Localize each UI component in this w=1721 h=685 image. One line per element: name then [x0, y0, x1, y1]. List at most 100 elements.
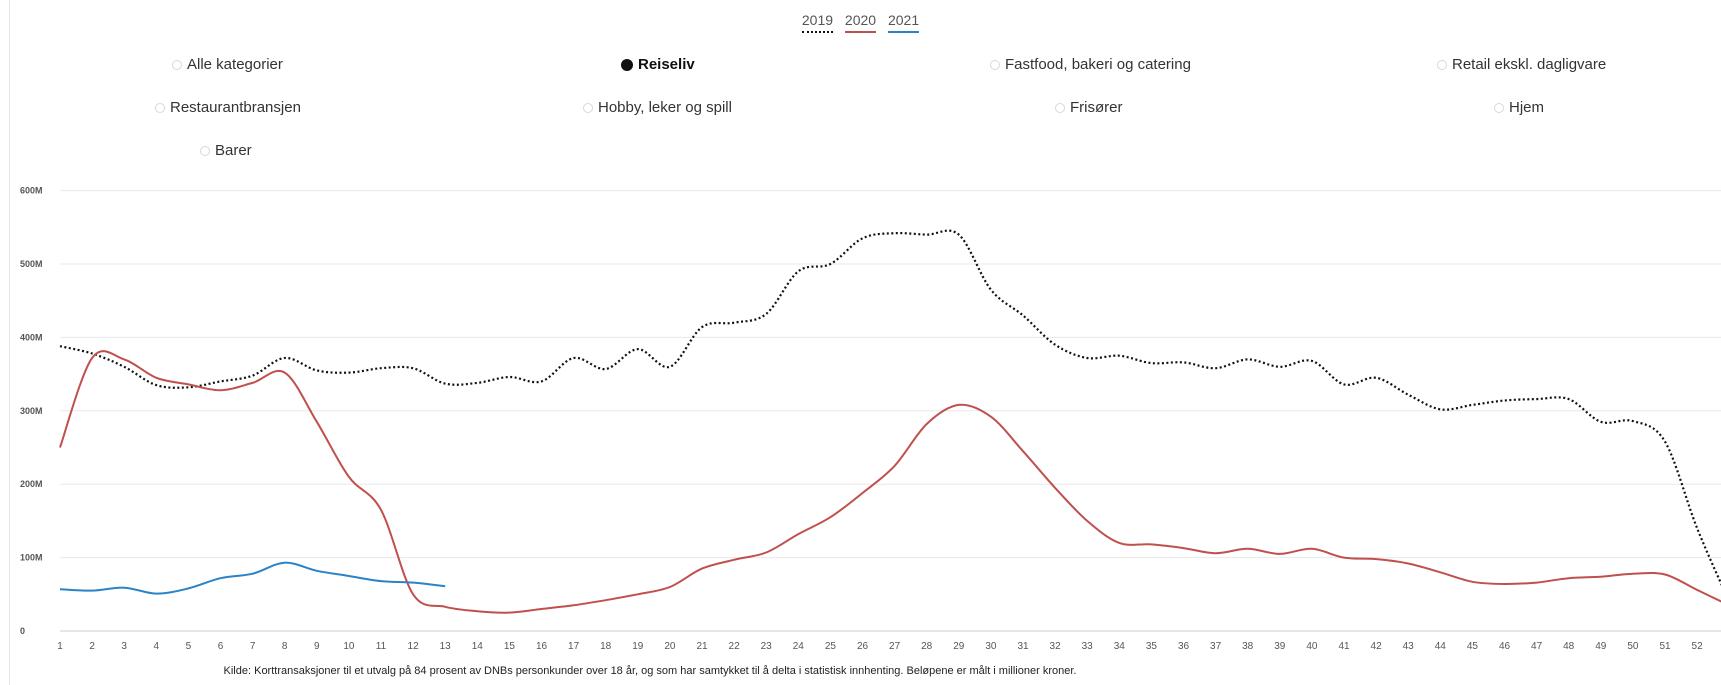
category-label: Barer [215, 142, 252, 159]
category-label: Hjem [1509, 99, 1545, 116]
x-tick-label: 1 [57, 641, 63, 652]
x-tick-label: 49 [1595, 641, 1607, 652]
category-label: Restaurantbransjen [170, 99, 301, 116]
grid-lines [60, 190, 1721, 632]
x-tick-label: 19 [632, 641, 644, 652]
x-tick-label: 15 [504, 641, 516, 652]
x-tick-label: 13 [440, 641, 452, 652]
x-axis: 1 2 3 4 5 6 7 8 9 10 11 12 13 14 15 16 17 18 19 20 21 22 23 24 2… [57, 641, 1704, 652]
category-label: Alle kategorier [187, 56, 283, 73]
x-tick-label: 46 [1499, 641, 1511, 652]
x-tick-label: 12 [408, 641, 420, 652]
x-tick-label: 25 [825, 641, 837, 652]
x-tick-label: 20 [664, 641, 676, 652]
x-tick-label: 41 [1338, 641, 1350, 652]
x-tick-label: 18 [600, 641, 612, 652]
x-tick-label: 52 [1692, 641, 1704, 652]
x-tick-label: 48 [1563, 641, 1575, 652]
series-line-2020 [59, 350, 1721, 614]
category-barer[interactable]: Barer [200, 142, 252, 159]
x-tick-label: 2 [89, 641, 95, 652]
x-tick-label: 36 [1178, 641, 1190, 652]
radio-icon [583, 102, 593, 113]
x-tick-label: 35 [1146, 641, 1158, 652]
category-fastfood[interactable]: Fastfood, bakeri og catering [990, 56, 1191, 73]
x-tick-label: 29 [953, 641, 965, 652]
category-alle-kategorier[interactable]: Alle kategorier [172, 56, 283, 73]
x-tick-label: 3 [121, 641, 127, 652]
category-label: Retail ekskl. dagligvare [1452, 56, 1607, 73]
x-tick-label: 47 [1531, 641, 1543, 652]
x-tick-label: 43 [1403, 641, 1415, 652]
x-tick-label: 21 [696, 641, 708, 652]
x-tick-label: 23 [761, 641, 773, 652]
x-tick-label: 26 [857, 641, 869, 652]
radio-icon [1437, 59, 1447, 70]
category-label: Hobby, leker og spill [598, 99, 732, 116]
radio-icon [172, 59, 182, 70]
y-tick-label: 300M [20, 406, 43, 416]
x-tick-label: 9 [314, 641, 320, 652]
x-tick-label: 17 [568, 641, 580, 652]
x-tick-label: 8 [282, 641, 288, 652]
y-tick-label: 0 [20, 626, 25, 636]
x-tick-label: 50 [1627, 641, 1639, 652]
x-tick-label: 22 [729, 641, 741, 652]
x-tick-label: 11 [376, 641, 387, 652]
legend-2020[interactable]: 2020 [844, 12, 877, 33]
x-tick-label: 34 [1114, 641, 1126, 652]
x-tick-label: 42 [1371, 641, 1383, 652]
radio-icon [200, 145, 210, 156]
x-tick-label: 40 [1306, 641, 1318, 652]
x-tick-label: 16 [536, 641, 548, 652]
category-selector: Alle kategorier Reiseliv Fastfood, baker… [0, 0, 1721, 170]
category-label: Reiseliv [638, 56, 695, 73]
category-frisorer[interactable]: Frisører [1055, 99, 1123, 116]
x-tick-label: 24 [793, 641, 805, 652]
category-label: Frisører [1070, 99, 1123, 116]
series-lines [59, 229, 1721, 614]
series-line-2019 [59, 229, 1721, 586]
x-tick-label: 7 [250, 641, 256, 652]
x-tick-label: 31 [1017, 641, 1029, 652]
y-tick-label: 500M [20, 259, 43, 269]
x-tick-label: 33 [1082, 641, 1094, 652]
x-tick-label: 10 [343, 641, 355, 652]
x-tick-label: 37 [1210, 641, 1222, 652]
radio-selected-icon [621, 58, 633, 71]
source-note: Kilde: Korttransaksjoner til et utvalg p… [223, 665, 1077, 677]
series-line-2021 [59, 561, 446, 595]
y-axis: 0 100M 200M 300M 400M 500M 600M [20, 186, 43, 636]
x-tick-label: 28 [921, 641, 933, 652]
category-restaurantbransjen[interactable]: Restaurantbransjen [155, 99, 301, 116]
x-tick-label: 30 [985, 641, 997, 652]
radio-icon [990, 59, 1000, 70]
x-tick-label: 27 [889, 641, 901, 652]
x-tick-label: 5 [186, 641, 192, 652]
radio-icon [155, 102, 165, 113]
category-hjem[interactable]: Hjem [1494, 99, 1544, 116]
x-tick-label: 32 [1050, 641, 1062, 652]
category-retail[interactable]: Retail ekskl. dagligvare [1437, 56, 1606, 73]
x-tick-label: 38 [1242, 641, 1254, 652]
x-tick-label: 44 [1435, 641, 1447, 652]
radio-icon [1055, 102, 1065, 113]
y-tick-label: 400M [20, 332, 43, 342]
x-tick-label: 4 [154, 641, 160, 652]
legend-2019[interactable]: 2019 [801, 12, 834, 33]
x-tick-label: 45 [1467, 641, 1479, 652]
category-label: Fastfood, bakeri og catering [1005, 56, 1191, 73]
left-border [9, 0, 10, 685]
year-legend: 2019 2020 2021 [0, 12, 1721, 33]
x-tick-label: 14 [472, 641, 484, 652]
x-tick-label: 6 [218, 641, 224, 652]
x-tick-label: 51 [1659, 641, 1671, 652]
y-tick-label: 600M [20, 186, 43, 196]
legend-2021[interactable]: 2021 [887, 12, 920, 33]
y-tick-label: 200M [20, 479, 43, 489]
x-tick-label: 39 [1274, 641, 1286, 652]
category-hobby[interactable]: Hobby, leker og spill [583, 99, 732, 116]
y-tick-label: 100M [20, 553, 43, 563]
category-reiseliv[interactable]: Reiseliv [621, 56, 695, 73]
